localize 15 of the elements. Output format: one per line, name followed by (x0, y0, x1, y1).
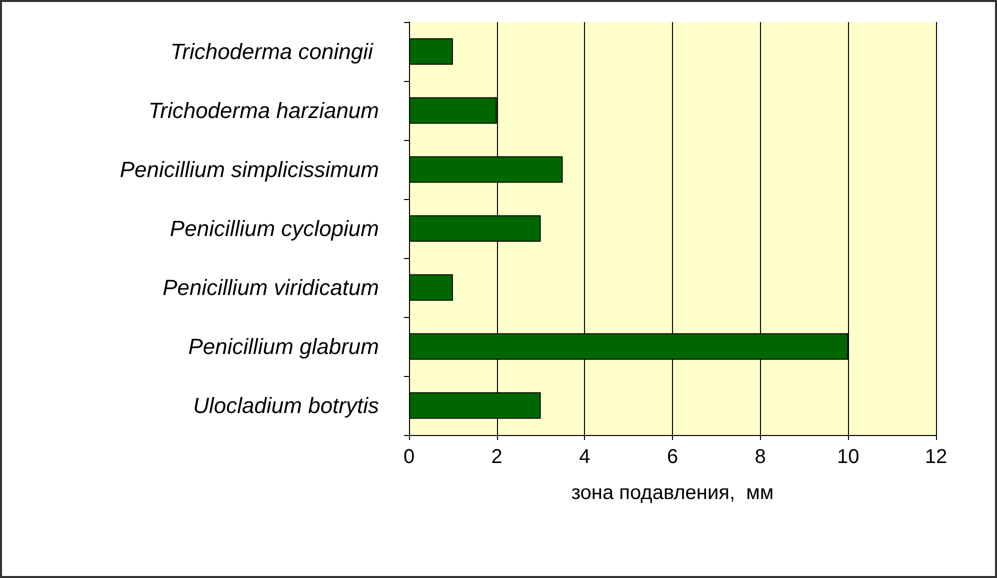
x-tick-label: 10 (837, 446, 860, 468)
y-tick-label: Ulocladium botrytis (193, 393, 379, 418)
y-tick-label: Trichoderma harzianum (148, 98, 379, 123)
x-tick-label: 12 (924, 446, 948, 468)
x-axis-title: зона подавления, мм (571, 482, 774, 504)
y-tick-label: Trichoderma coningii (170, 39, 379, 64)
x-tick-label: 6 (666, 446, 678, 468)
y-tick-label: Penicillium simplicissimum (120, 157, 379, 182)
y-tick-label: Penicillium glabrum (188, 334, 379, 359)
x-tick-label: 0 (403, 446, 415, 468)
x-tick-label: 8 (754, 446, 766, 468)
x-tick-label: 4 (579, 446, 590, 468)
y-tick-label: Penicillium cyclopium (170, 216, 379, 241)
x-tick-label: 2 (491, 446, 502, 468)
y-tick-label: Penicillium viridicatum (162, 275, 379, 300)
